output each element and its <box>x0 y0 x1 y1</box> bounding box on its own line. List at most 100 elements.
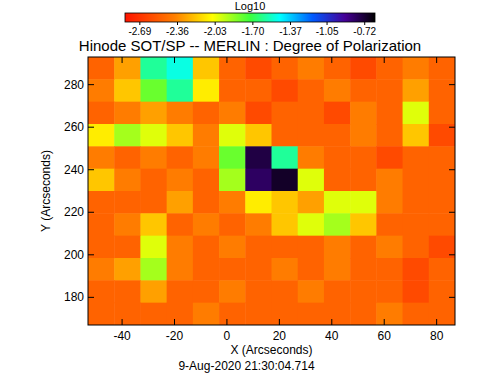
colorbar-tick <box>139 22 140 25</box>
cell <box>245 258 272 281</box>
cell <box>88 213 115 236</box>
cell <box>245 213 272 236</box>
cell <box>193 79 220 102</box>
cell <box>376 236 403 259</box>
cell <box>403 258 430 281</box>
colorbar-tick-label: -2.03 <box>204 26 227 37</box>
cell <box>88 146 115 169</box>
cell <box>324 258 351 281</box>
cell <box>350 303 377 325</box>
cell <box>376 102 403 125</box>
cell <box>193 213 220 236</box>
y-tick <box>88 254 94 255</box>
cell <box>167 258 194 281</box>
colorbar-tick-label: -1.70 <box>241 26 264 37</box>
cell <box>403 213 430 236</box>
cell <box>376 280 403 303</box>
x-tick <box>174 319 175 325</box>
cell <box>429 303 455 325</box>
cell <box>298 191 325 214</box>
y-tick <box>88 169 94 170</box>
cell <box>193 146 220 169</box>
cell <box>114 102 141 125</box>
cell <box>350 57 377 80</box>
colorbar-tick-label: -1.37 <box>279 26 302 37</box>
cell <box>193 236 220 259</box>
cell <box>324 303 351 325</box>
cell <box>403 57 430 80</box>
y-tick <box>449 254 455 255</box>
cell <box>429 258 455 281</box>
cell <box>140 102 167 125</box>
cell <box>140 169 167 192</box>
cell <box>298 124 325 147</box>
cell <box>114 236 141 259</box>
y-tick <box>88 212 94 213</box>
cell <box>88 280 115 303</box>
cell <box>272 236 299 259</box>
x-tick <box>226 57 227 63</box>
cell <box>350 191 377 214</box>
cell <box>324 57 351 80</box>
cell <box>324 169 351 192</box>
cell <box>219 303 246 325</box>
cell <box>272 102 299 125</box>
cell <box>114 169 141 192</box>
cell <box>298 57 325 80</box>
cell <box>245 146 272 169</box>
cell <box>403 169 430 192</box>
cell <box>88 124 115 147</box>
cell <box>429 236 455 259</box>
cell <box>272 303 299 325</box>
y-tick-label: 260 <box>64 120 84 134</box>
x-tick-label: 0 <box>224 329 231 343</box>
x-tick <box>279 319 280 325</box>
cell <box>429 280 455 303</box>
cell <box>272 280 299 303</box>
cell <box>429 191 455 214</box>
cell <box>245 102 272 125</box>
x-tick-label: 20 <box>273 329 287 343</box>
y-tick <box>88 297 94 298</box>
colorbar-tick <box>327 22 328 25</box>
cell <box>167 57 194 80</box>
cell <box>245 303 272 325</box>
colorbar-tick <box>290 22 291 25</box>
x-tick-label: 40 <box>325 329 339 343</box>
cell <box>403 191 430 214</box>
cell <box>114 79 141 102</box>
cell <box>245 57 272 80</box>
cell <box>376 79 403 102</box>
cell <box>272 79 299 102</box>
cell <box>167 303 194 325</box>
y-tick-label: 280 <box>64 78 84 92</box>
cell <box>324 191 351 214</box>
cell <box>88 258 115 281</box>
cell <box>88 191 115 214</box>
cell <box>403 236 430 259</box>
cell <box>324 124 351 147</box>
cell <box>429 124 455 147</box>
x-tick-label: 80 <box>430 329 444 343</box>
x-axis-label: X (Arcseconds) <box>230 343 312 357</box>
cell <box>298 258 325 281</box>
cell <box>376 169 403 192</box>
cell <box>272 57 299 80</box>
x-tick-label: -20 <box>166 329 184 343</box>
date-label: 9-Aug-2020 21:30:04.714 <box>178 359 314 373</box>
y-tick-label: 240 <box>64 163 84 177</box>
cell <box>219 280 246 303</box>
cell <box>403 79 430 102</box>
cell <box>88 57 115 80</box>
cell <box>167 102 194 125</box>
cell <box>114 258 141 281</box>
cell <box>193 57 220 80</box>
cell <box>350 258 377 281</box>
cell <box>245 169 272 192</box>
colorbar-tick-label: -1.05 <box>316 26 339 37</box>
y-tick <box>88 127 94 128</box>
cell <box>219 57 246 80</box>
cell <box>167 146 194 169</box>
x-tick <box>384 319 385 325</box>
y-axis-label: Y (Arcseconds) <box>39 150 53 232</box>
